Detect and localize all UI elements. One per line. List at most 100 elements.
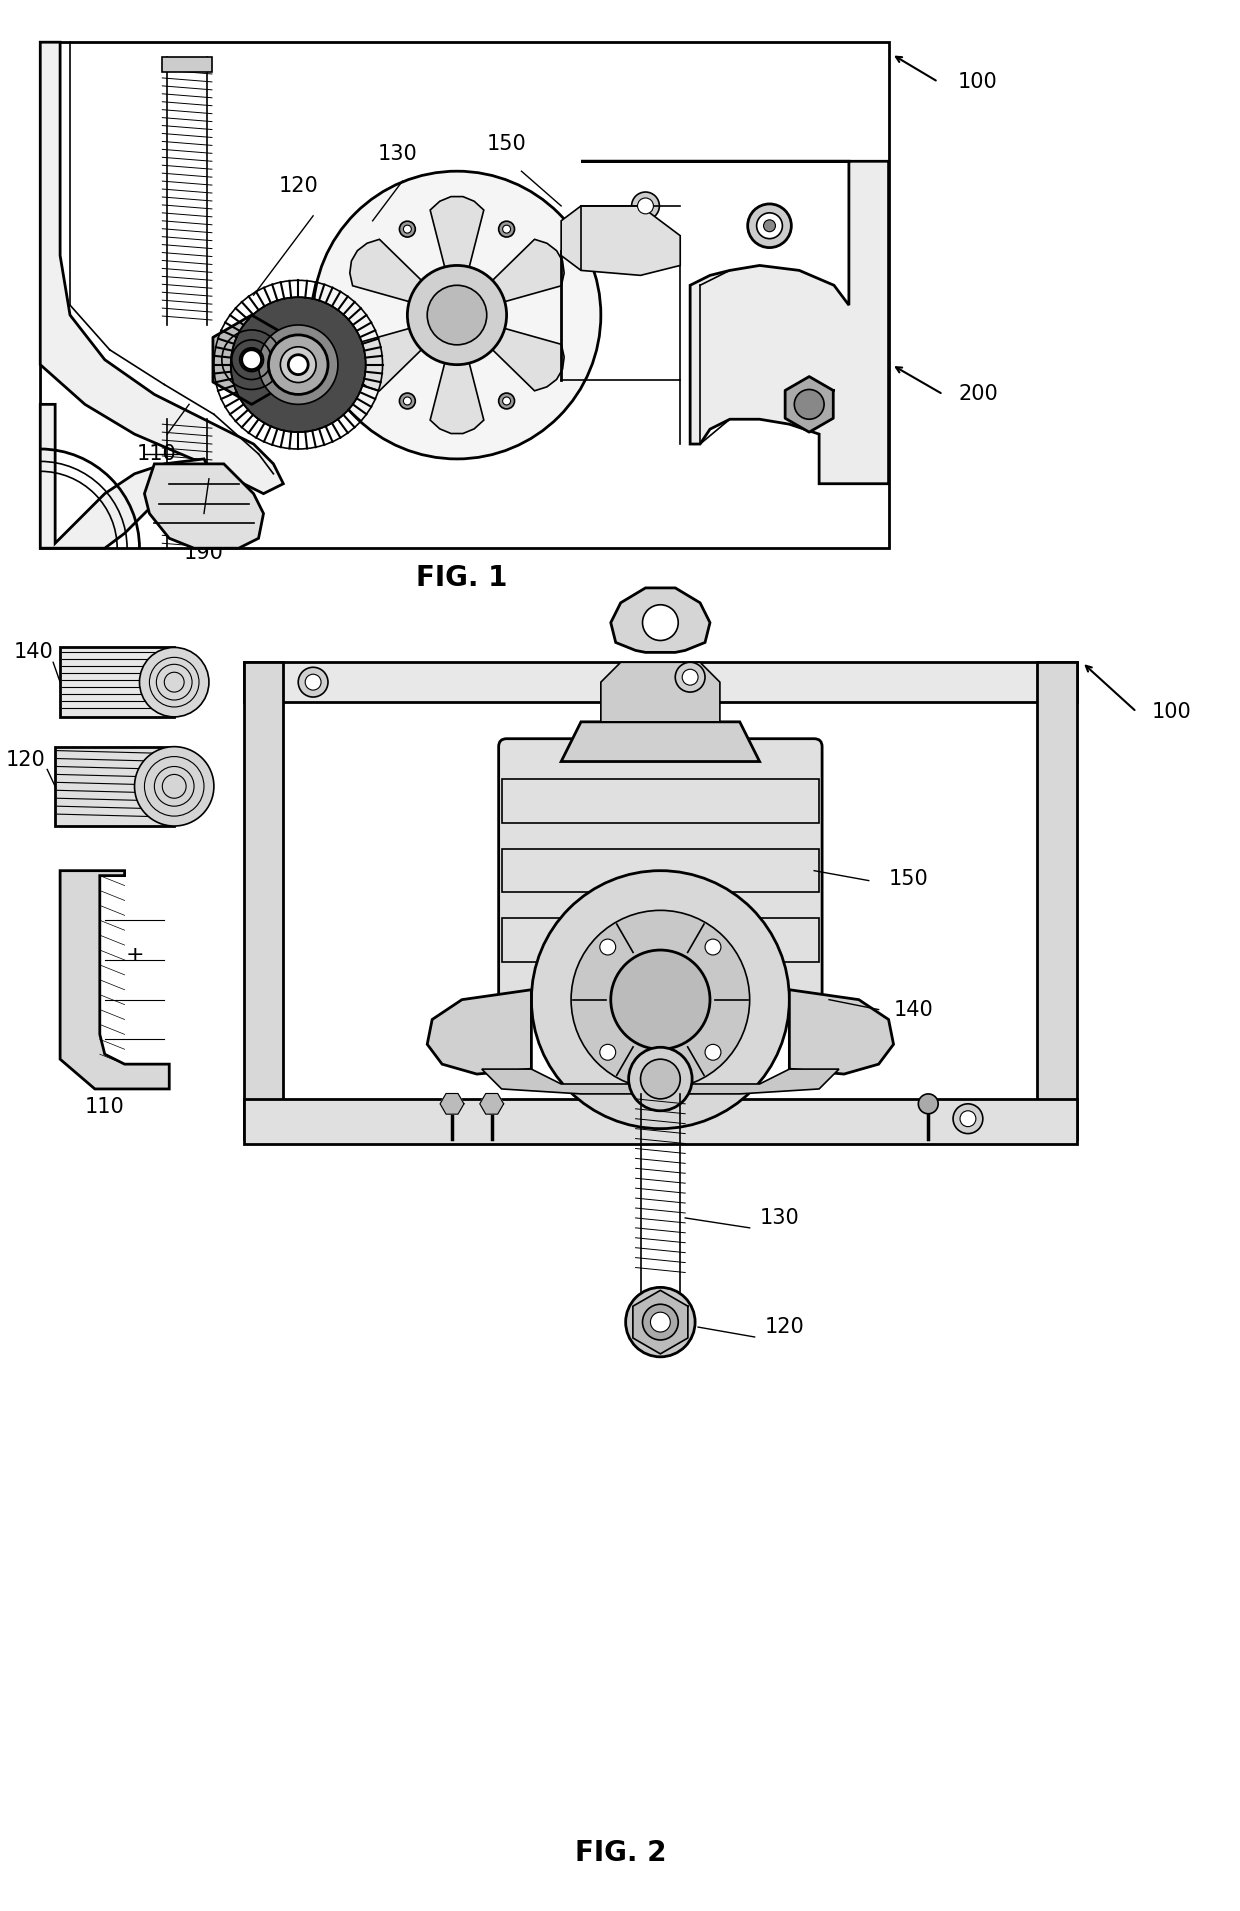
Circle shape	[443, 1093, 463, 1114]
Text: 110: 110	[84, 1097, 125, 1116]
Polygon shape	[60, 648, 174, 717]
Text: 140: 140	[894, 999, 934, 1020]
Circle shape	[572, 910, 750, 1089]
Polygon shape	[144, 464, 264, 548]
Polygon shape	[40, 405, 213, 548]
Text: 110: 110	[136, 443, 176, 464]
Polygon shape	[485, 325, 564, 392]
Text: 100: 100	[959, 73, 998, 92]
Text: 120: 120	[5, 749, 46, 770]
Circle shape	[408, 266, 507, 365]
Circle shape	[242, 350, 262, 369]
Circle shape	[139, 648, 208, 717]
Text: 130: 130	[377, 143, 418, 164]
Bar	[502, 780, 820, 824]
Circle shape	[651, 1313, 671, 1332]
Circle shape	[706, 938, 720, 956]
Text: 120: 120	[278, 176, 319, 197]
Polygon shape	[485, 239, 564, 304]
Circle shape	[600, 1043, 616, 1061]
Bar	[162, 57, 212, 73]
Circle shape	[305, 675, 321, 690]
Polygon shape	[428, 990, 532, 1074]
Polygon shape	[480, 1093, 503, 1114]
Polygon shape	[350, 239, 429, 304]
Circle shape	[682, 669, 698, 686]
Circle shape	[399, 222, 415, 237]
Circle shape	[954, 1105, 983, 1133]
Bar	[502, 919, 820, 961]
Polygon shape	[632, 1290, 688, 1353]
Polygon shape	[40, 42, 284, 493]
Polygon shape	[1038, 663, 1078, 1139]
Circle shape	[269, 334, 329, 394]
Circle shape	[428, 285, 487, 344]
Polygon shape	[350, 325, 429, 392]
Text: 140: 140	[14, 642, 53, 663]
Polygon shape	[611, 589, 711, 652]
Circle shape	[314, 172, 601, 459]
Circle shape	[642, 604, 678, 640]
Circle shape	[641, 1059, 681, 1099]
Text: 200: 200	[959, 384, 998, 405]
Circle shape	[631, 191, 660, 220]
Circle shape	[403, 397, 412, 405]
Circle shape	[642, 1303, 678, 1340]
Bar	[502, 848, 820, 892]
Text: 120: 120	[765, 1317, 805, 1338]
FancyBboxPatch shape	[498, 740, 822, 1003]
Polygon shape	[601, 663, 720, 722]
Text: 150: 150	[487, 134, 527, 155]
Circle shape	[498, 394, 515, 409]
Text: 100: 100	[1152, 701, 1192, 722]
Circle shape	[289, 355, 309, 375]
Circle shape	[532, 871, 790, 1129]
Text: 130: 130	[760, 1208, 800, 1229]
Text: FIG. 1: FIG. 1	[417, 564, 507, 592]
Circle shape	[748, 204, 791, 248]
Circle shape	[399, 394, 415, 409]
Circle shape	[600, 938, 616, 956]
Polygon shape	[790, 990, 894, 1074]
Circle shape	[280, 346, 316, 382]
Polygon shape	[482, 1068, 839, 1093]
Polygon shape	[582, 161, 889, 483]
Circle shape	[706, 1043, 720, 1061]
Polygon shape	[562, 722, 760, 761]
Polygon shape	[785, 376, 833, 432]
Polygon shape	[244, 1099, 1078, 1143]
Polygon shape	[440, 1093, 464, 1114]
Polygon shape	[60, 871, 169, 1089]
Circle shape	[676, 663, 706, 692]
Circle shape	[919, 1093, 939, 1114]
Bar	[40, 42, 889, 548]
Text: 150: 150	[889, 870, 929, 889]
Circle shape	[403, 225, 412, 233]
Circle shape	[626, 1288, 696, 1357]
Text: 190: 190	[184, 543, 224, 564]
Polygon shape	[562, 206, 681, 275]
Circle shape	[960, 1110, 976, 1127]
Polygon shape	[55, 747, 174, 826]
Polygon shape	[430, 354, 484, 434]
Polygon shape	[213, 315, 290, 405]
Polygon shape	[430, 197, 484, 277]
Circle shape	[259, 325, 339, 405]
Circle shape	[795, 390, 825, 419]
Circle shape	[502, 397, 511, 405]
Circle shape	[498, 222, 515, 237]
Text: +: +	[125, 946, 144, 965]
Circle shape	[299, 667, 329, 698]
Circle shape	[756, 212, 782, 239]
Circle shape	[231, 298, 366, 432]
Polygon shape	[244, 663, 1078, 701]
Polygon shape	[244, 663, 284, 1139]
Circle shape	[482, 1093, 502, 1114]
Circle shape	[637, 199, 653, 214]
Circle shape	[629, 1047, 692, 1110]
Circle shape	[502, 225, 511, 233]
Circle shape	[764, 220, 775, 231]
Text: FIG. 2: FIG. 2	[575, 1838, 666, 1867]
Circle shape	[134, 747, 213, 826]
Circle shape	[611, 950, 711, 1049]
